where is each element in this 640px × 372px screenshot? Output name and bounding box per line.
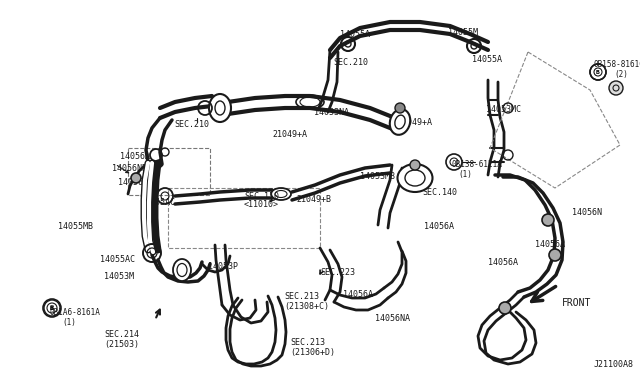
- Circle shape: [542, 214, 554, 226]
- Text: 14053MC: 14053MC: [486, 105, 521, 114]
- Text: 14053NA: 14053NA: [314, 108, 349, 117]
- Text: 14056NA: 14056NA: [375, 314, 410, 323]
- Text: 14056A: 14056A: [535, 240, 565, 249]
- Text: B: B: [50, 305, 54, 311]
- Text: (1): (1): [458, 170, 472, 179]
- Text: SEC.214: SEC.214: [104, 330, 139, 339]
- Text: 0B138-6121A: 0B138-6121A: [452, 160, 503, 169]
- Text: <11010>: <11010>: [244, 200, 279, 209]
- Text: 14055AC: 14055AC: [140, 198, 175, 207]
- Text: 21049+A: 21049+A: [397, 118, 432, 127]
- Text: (1): (1): [62, 318, 76, 327]
- Text: B: B: [50, 305, 54, 311]
- Text: 14053P: 14053P: [208, 262, 238, 271]
- Text: 14056A: 14056A: [424, 222, 454, 231]
- Circle shape: [410, 160, 420, 170]
- Text: SEC.213: SEC.213: [284, 292, 319, 301]
- Text: 14055AC: 14055AC: [100, 255, 135, 264]
- Text: 14056A: 14056A: [488, 258, 518, 267]
- Text: 14055MB: 14055MB: [58, 222, 93, 231]
- Text: 14056A: 14056A: [118, 178, 148, 187]
- Ellipse shape: [209, 94, 231, 122]
- Text: SEC.110: SEC.110: [244, 192, 279, 201]
- Text: 14056N: 14056N: [572, 208, 602, 217]
- Text: (21306+D): (21306+D): [290, 348, 335, 357]
- Circle shape: [499, 302, 511, 314]
- Text: SEC.210: SEC.210: [174, 120, 209, 129]
- Text: 0B158-8161C: 0B158-8161C: [594, 60, 640, 69]
- Ellipse shape: [173, 259, 191, 281]
- Text: 14053M: 14053M: [104, 272, 134, 281]
- Text: (21503): (21503): [104, 340, 139, 349]
- Text: 14055M: 14055M: [448, 28, 478, 37]
- Text: SEC.140: SEC.140: [422, 188, 457, 197]
- Text: 14056A: 14056A: [343, 290, 373, 299]
- Text: 21049+A: 21049+A: [272, 130, 307, 139]
- Text: 0B1A6-8161A: 0B1A6-8161A: [49, 308, 100, 317]
- Text: 14055A: 14055A: [472, 55, 502, 64]
- Text: J21100A8: J21100A8: [594, 360, 634, 369]
- Circle shape: [395, 103, 405, 113]
- Text: 14055A: 14055A: [340, 30, 370, 39]
- Text: 21049+B: 21049+B: [296, 195, 331, 204]
- Text: SEC.213: SEC.213: [290, 338, 325, 347]
- Text: 14056NB: 14056NB: [112, 164, 147, 173]
- Circle shape: [549, 249, 561, 261]
- Text: (21308+C): (21308+C): [284, 302, 329, 311]
- Text: SEC.223: SEC.223: [320, 268, 355, 277]
- Ellipse shape: [390, 109, 410, 135]
- Text: 14056A: 14056A: [120, 152, 150, 161]
- Text: SEC.210: SEC.210: [333, 58, 368, 67]
- Text: 14053MB: 14053MB: [360, 172, 395, 181]
- Text: B: B: [596, 70, 600, 74]
- Text: FRONT: FRONT: [562, 298, 591, 308]
- Circle shape: [609, 81, 623, 95]
- Ellipse shape: [397, 164, 433, 192]
- Circle shape: [131, 173, 141, 183]
- Text: (2): (2): [614, 70, 628, 79]
